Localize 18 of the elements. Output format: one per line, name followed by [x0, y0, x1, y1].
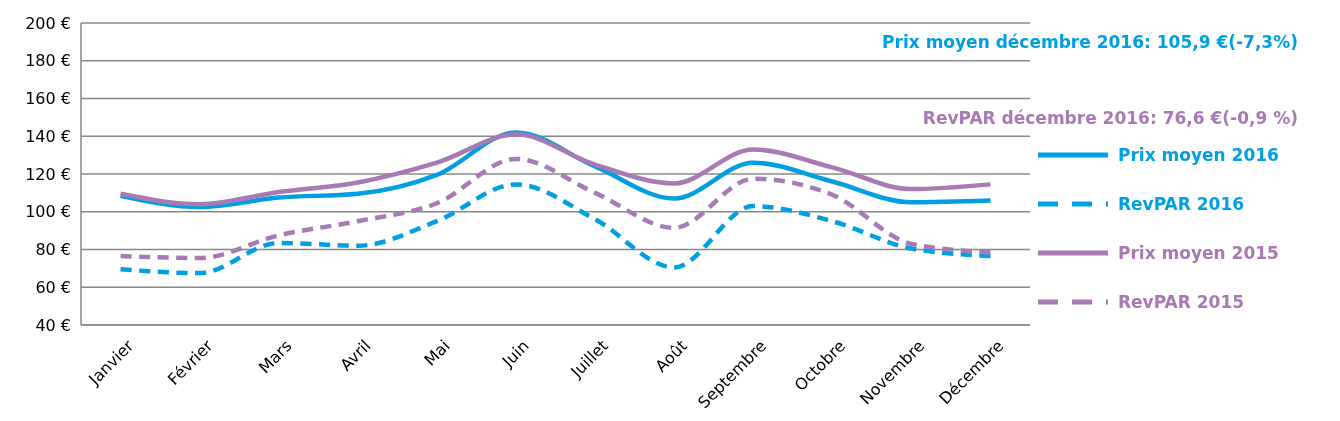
x-tick-label: Mai	[420, 336, 454, 370]
y-tick-label: 140 €	[25, 126, 71, 146]
line-series	[118, 182, 993, 276]
annotation: Prix moyen décembre 2016: 105,9 €(-7,3%)	[882, 32, 1298, 52]
y-tick-label: 40 €	[35, 315, 71, 335]
y-tick-label: 200 €	[25, 13, 71, 33]
legend-label: RevPAR 2015	[1118, 291, 1245, 312]
y-tick-label: 60 €	[35, 277, 71, 297]
line-series	[118, 156, 993, 261]
annotation: RevPAR décembre 2016: 76,6 €(-0,9 %)	[922, 108, 1298, 128]
y-tick-label: 160 €	[25, 89, 71, 109]
legend-label: Prix moyen 2016	[1118, 144, 1279, 165]
y-tick-label: 100 €	[25, 202, 71, 222]
legend-label: Prix moyen 2015	[1118, 242, 1279, 263]
legend-label: RevPAR 2016	[1118, 193, 1245, 214]
y-tick-label: 80 €	[35, 240, 71, 260]
y-tick-label: 180 €	[25, 51, 71, 71]
y-tick-label: 120 €	[25, 164, 71, 184]
